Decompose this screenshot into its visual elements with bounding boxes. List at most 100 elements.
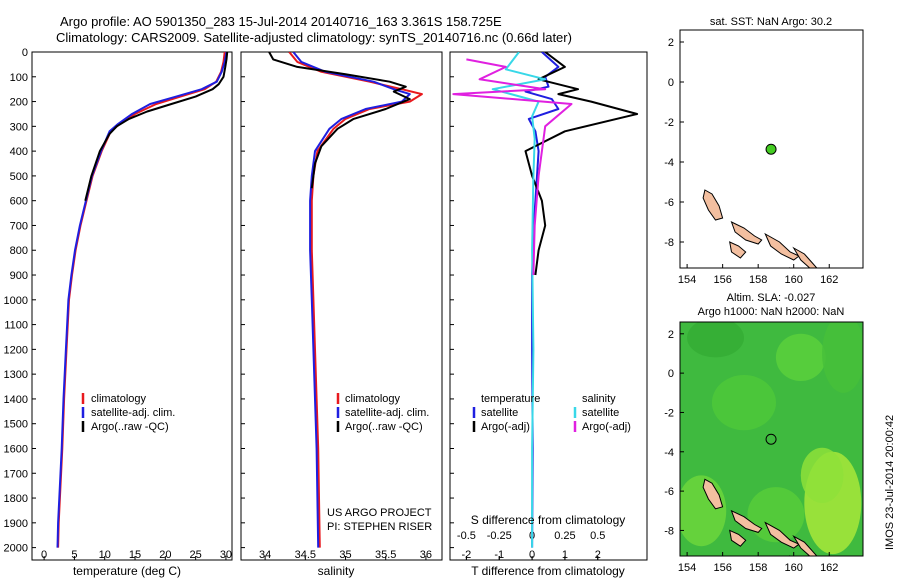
- legend-label-climatology: climatology: [91, 393, 147, 405]
- sla-patch: [800, 447, 844, 503]
- x-tick-label: -1: [494, 549, 504, 561]
- x-tick-label: 2: [595, 549, 601, 561]
- depth-tick-label: 1600: [4, 443, 28, 455]
- lat-tick-label: -8: [664, 237, 674, 249]
- island: [729, 529, 747, 547]
- island: [792, 534, 818, 556]
- sst-map: 154 156 158 160 162 2 0 -2 -4 -6 -8: [664, 29, 864, 286]
- depth-tick-label: 1300: [4, 369, 28, 381]
- land-outline: [702, 478, 818, 556]
- depth-tick-label: 1900: [4, 518, 28, 530]
- lon-tick-label: 158: [749, 274, 767, 286]
- sla-patch: [711, 375, 777, 431]
- sla-patch: [680, 475, 727, 547]
- x-tick-label: 30: [220, 549, 232, 561]
- series-line-salinity-argo-adj-: [452, 58, 573, 276]
- lon-tick-label: 154: [678, 274, 696, 286]
- depth-tick-label: 300: [10, 121, 28, 133]
- x-tick-label: 35.5: [375, 549, 396, 561]
- sla-patch: [822, 322, 863, 393]
- lat-tick-label: -4: [664, 157, 674, 169]
- lat-tick-label: -8: [664, 525, 674, 537]
- depth-tick-label: 600: [10, 196, 28, 208]
- series-line-temperature-argo-adj-: [524, 52, 639, 276]
- x-tick-label: 10: [99, 549, 111, 561]
- depth-tick-label: 400: [10, 146, 28, 158]
- salinity-axis: 34 34.5 35 35.5 36: [241, 51, 432, 561]
- lat-tick-label: 0: [668, 368, 674, 380]
- header-title: Argo profile: AO 5901350_283 15-Jul-2014…: [60, 14, 502, 29]
- difference-panel: -2 -1 0 1 2 -0.5 -0.25 0 0.25 0.5 T difference f…: [449, 51, 648, 578]
- x-tick-label: 20: [159, 549, 171, 561]
- island: [730, 221, 763, 245]
- depth-tick-label: 200: [10, 97, 28, 109]
- series-line-satellite-adj-clim: [292, 52, 411, 548]
- temperature-legend: climatology satellite-adj. clim. Argo(..…: [81, 393, 175, 433]
- salinity-panel: 34 34.5 35 35.5 36 salinity climatology sate…: [240, 51, 443, 578]
- temperature-axis: 0 5 10 15 20 25 30: [41, 549, 232, 561]
- x-tick-label: 34: [259, 549, 271, 561]
- lat-tick-label: -2: [664, 117, 674, 129]
- depth-tick-label: 900: [10, 270, 28, 282]
- s-difference-axis-label: S difference from climatology: [471, 513, 626, 527]
- sla-patch: [775, 333, 826, 382]
- sla-map-frame: [679, 321, 864, 557]
- island: [730, 509, 763, 533]
- project-annotation: US ARGO PROJECT: [327, 507, 432, 519]
- island: [792, 246, 818, 268]
- x-tick-label: 34.5: [295, 549, 316, 561]
- lat-tick-label: 2: [668, 37, 674, 49]
- x-tick-label: 35: [339, 549, 351, 561]
- legend-label-satellite: satellite-adj. clim.: [345, 407, 429, 419]
- legend-title-temperature: temperature: [481, 393, 540, 405]
- legend-title-salinity: salinity: [582, 393, 616, 405]
- series-line-argo-raw-qc: [84, 52, 229, 201]
- difference-plot-frame: [449, 51, 648, 561]
- x-tick-label: 15: [129, 549, 141, 561]
- lon-tick-label: 154: [678, 562, 696, 574]
- profile-location-marker: [765, 143, 777, 155]
- sla-patch: [687, 322, 745, 358]
- salinity-legend: climatology satellite-adj. clim. Argo(..…: [336, 393, 429, 433]
- sla-map: 154 156 158 160 162 2 0 -2 -4 -6 -8: [664, 321, 864, 574]
- temperature-axis-label: temperature (deg C): [73, 564, 181, 578]
- depth-tick-label: 1500: [4, 419, 28, 431]
- s-difference-axis: -0.5 -0.25 0 0.25 0.5: [457, 530, 605, 560]
- profile-location-marker: [765, 433, 777, 445]
- legend-label-s-satellite: satellite: [582, 407, 619, 419]
- lon-tick-label: 162: [820, 274, 838, 286]
- x-tick-label: -0.25: [487, 530, 512, 542]
- lon-tick-label: 160: [785, 274, 803, 286]
- difference-legend: temperature salinity satellite Argo(-adj…: [472, 393, 631, 433]
- header-climatology: Climatology: CARS2009. Satellite-adjuste…: [56, 30, 572, 45]
- land-outline: [702, 189, 818, 268]
- lat-tick-label: -2: [664, 407, 674, 419]
- island: [764, 232, 800, 261]
- x-tick-label: 0: [41, 549, 47, 561]
- depth-tick-label: 0: [22, 47, 28, 59]
- legend-label-s-argo: Argo(-adj): [582, 421, 631, 433]
- pi-annotation: PI: STEPHEN RISER: [327, 521, 432, 533]
- island: [702, 189, 724, 221]
- depth-tick-label: 1800: [4, 493, 28, 505]
- depth-tick-label: 1200: [4, 344, 28, 356]
- legend-label-t-argo: Argo(-adj): [481, 421, 530, 433]
- legend-label-t-satellite: satellite: [481, 407, 518, 419]
- sst-map-title: sat. SST: NaN Argo: 30.2: [710, 16, 832, 28]
- island: [764, 521, 800, 549]
- depth-tick-label: 1000: [4, 295, 28, 307]
- legend-label-satellite: satellite-adj. clim.: [91, 407, 175, 419]
- lat-tick-label: 0: [668, 77, 674, 89]
- x-tick-label: 0.5: [590, 530, 605, 542]
- lat-tick-label: -4: [664, 447, 674, 459]
- series-line-salinity-satellite: [491, 52, 547, 548]
- lon-tick-label: 158: [749, 562, 767, 574]
- salinity-plot-frame: [240, 51, 443, 561]
- x-tick-label: -2: [462, 549, 472, 561]
- temperature-plot-frame: [31, 51, 233, 561]
- x-tick-label: 0.25: [554, 530, 575, 542]
- t-difference-axis-label: T difference from climatology: [471, 564, 625, 578]
- x-tick-label: 5: [71, 549, 77, 561]
- lon-tick-label: 160: [785, 562, 803, 574]
